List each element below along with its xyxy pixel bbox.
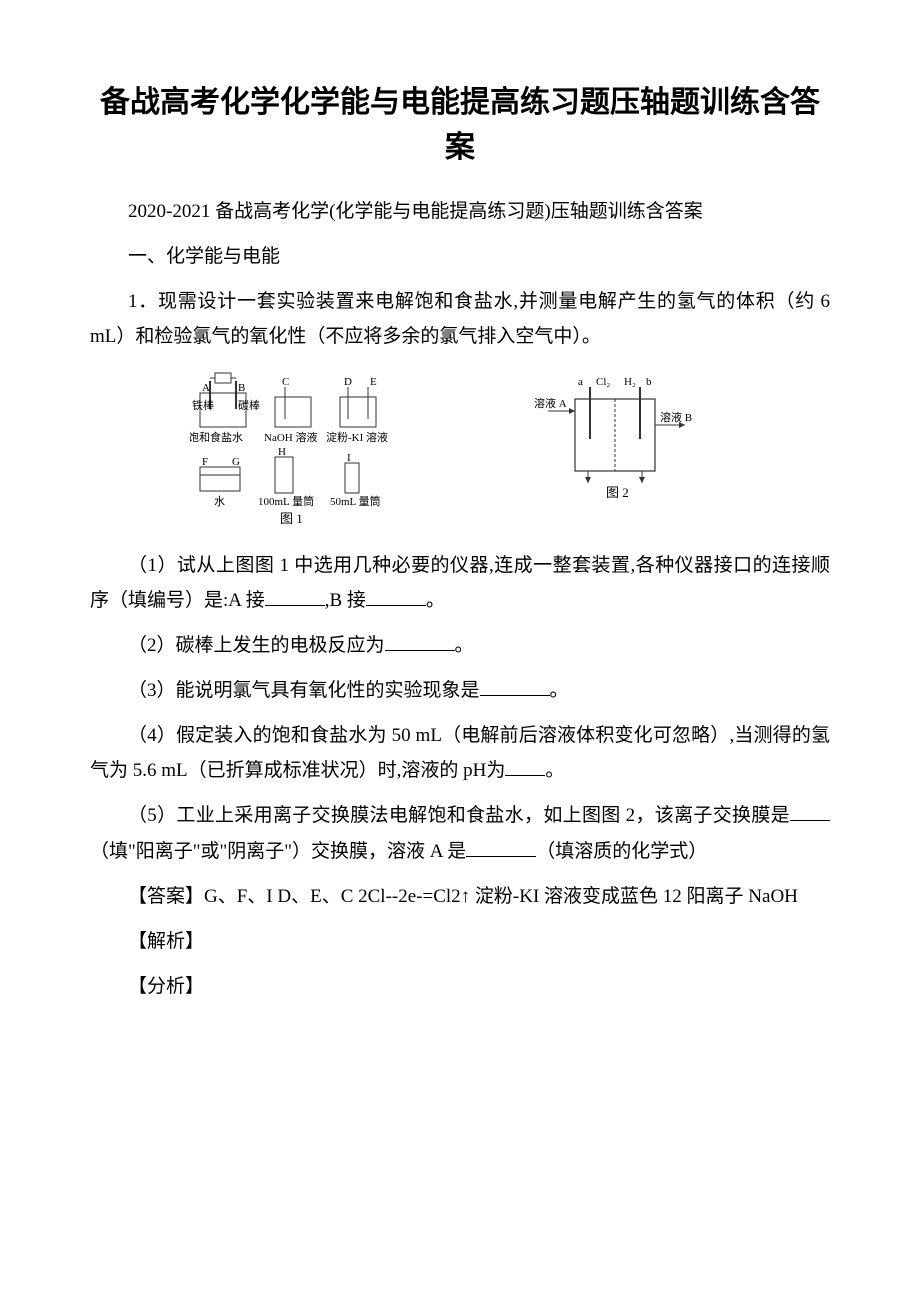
svg-text:图 2: 图 2 [606,485,629,500]
svg-text:H₂: H₂ [624,376,636,388]
svg-text:B: B [238,382,245,394]
svg-text:溶液 B: 溶液 B [660,410,692,424]
svg-text:NaOH 溶液: NaOH 溶液 [264,430,317,444]
answer-label: 【答案】 [128,886,204,907]
q1-1-end: 。 [426,590,445,611]
q1-5-pre: （5）工业上采用离子交换膜法电解饱和食盐水，如上图图 2，该离子交换膜是 [128,805,790,826]
svg-text:溶液 A: 溶液 A [534,396,567,410]
svg-text:Cl₂: Cl₂ [596,376,610,388]
svg-text:I: I [347,452,351,464]
intro-text: 2020-2021 备战高考化学(化学能与电能提高练习题)压轴题训练含答案 [90,194,830,229]
svg-text:E: E [370,376,377,388]
q1-4-end: 。 [545,760,564,781]
q1-3-end: 。 [550,680,569,701]
blank-4 [505,757,545,776]
answer-block: 【答案】G、F、I D、E、C 2Cl--2e-=Cl2↑ 淀粉-KI 溶液变成… [90,879,830,914]
svg-text:水: 水 [214,495,225,508]
question1-3: （3）能说明氯气具有氧化性的实验现象是 。 [90,673,830,708]
q1-4-pre: （4）假定装入的饱和食盐水为 50 mL（电解前后溶液体积变化可忽略）,当测得的… [90,725,830,781]
blank-5a [790,802,830,821]
svg-text:a: a [578,376,583,388]
q1-1-mid: ,B 接 [325,590,366,611]
q1-5-mid: （填"阳离子"或"阴离子"）交换膜，溶液 A 是 [90,841,466,862]
svg-text:碳棒: 碳棒 [238,398,260,412]
q1-3-pre: （3）能说明氯气具有氧化性的实验现象是 [128,680,480,701]
svg-text:F: F [202,456,208,468]
q1-1-pre: （1）试从上图图 1 中选用几种必要的仪器,连成一整套装置,各种仪器接口的连接顺… [90,555,830,611]
blank-5b [466,838,536,857]
svg-text:50mL 量筒: 50mL 量筒 [330,494,381,508]
blank-1a [265,587,325,606]
svg-text:H: H [278,446,286,458]
q1-5-end: （填溶质的化学式） [536,841,707,862]
svg-text:图 1: 图 1 [280,511,303,526]
question1-4: （4）假定装入的饱和食盐水为 50 mL（电解前后溶液体积变化可忽略）,当测得的… [90,718,830,788]
svg-text:淀粉-KI 溶液: 淀粉-KI 溶液 [326,430,388,444]
answer-text: G、F、I D、E、C 2Cl--2e-=Cl2↑ 淀粉-KI 溶液变成蓝色 1… [204,886,798,907]
blank-3 [480,677,550,696]
diagram-1: A B 铁棒 碳棒 饱和食盐水 C NaOH 溶液 D E 淀粉-KI 溶液 [190,369,490,534]
question1-5: （5）工业上采用离子交换膜法电解饱和食盐水，如上图图 2，该离子交换膜是 （填"阳… [90,798,830,868]
section-heading: 一、化学能与电能 [90,239,830,274]
diagram-2: a b Cl₂ H₂ 溶液 A 溶液 B 图 2 [530,369,710,514]
svg-text:100mL 量筒: 100mL 量筒 [258,494,314,508]
blank-1b [366,587,426,606]
svg-text:D: D [344,376,352,388]
analyze-label: 【分析】 [90,969,830,1004]
question1-stem: 1．现需设计一套实验装置来电解饱和食盐水,并测量电解产生的氢气的体积（约 6 m… [90,284,830,354]
svg-text:A: A [202,382,210,394]
svg-text:G: G [232,456,240,468]
question1-1: （1）试从上图图 1 中选用几种必要的仪器,连成一整套装置,各种仪器接口的连接顺… [90,548,830,618]
q1-2-end: 。 [455,635,474,656]
page-title: 备战高考化学化学能与电能提高练习题压轴题训练含答案 [90,80,830,170]
question1-2: （2）碳棒上发生的电极反应为 。 [90,628,830,663]
svg-text:铁棒: 铁棒 [192,398,214,412]
svg-text:饱和食盐水: 饱和食盐水 [190,430,243,444]
diagrams-row: A B 铁棒 碳棒 饱和食盐水 C NaOH 溶液 D E 淀粉-KI 溶液 [190,369,830,534]
svg-text:b: b [646,376,652,388]
q1-2-pre: （2）碳棒上发生的电极反应为 [128,635,385,656]
blank-2 [385,632,455,651]
svg-text:C: C [282,376,289,388]
explain-label: 【解析】 [90,924,830,959]
